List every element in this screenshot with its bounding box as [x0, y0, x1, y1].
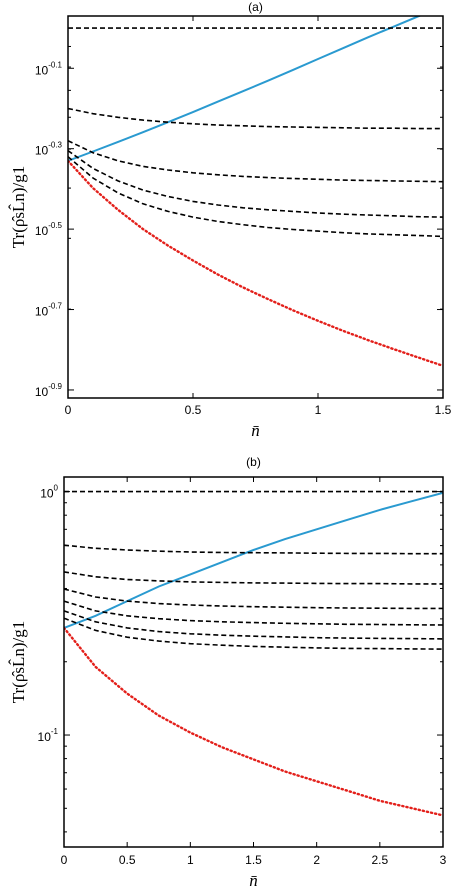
chart-title: (a)	[248, 0, 263, 14]
y-tick-exponent: -0.3	[48, 141, 62, 150]
y-axis-label: Tr(ρ̂sL̂n)/g1	[9, 621, 28, 703]
y-tick-base: 10	[35, 63, 49, 77]
x-tick-label: 0.5	[119, 853, 136, 867]
series-line-dashed	[64, 600, 443, 626]
y-tick-base: 10	[35, 385, 49, 399]
x-tick-label: 3	[440, 853, 447, 867]
x-tick-label: 2.5	[371, 853, 388, 867]
series-line-dashed	[68, 156, 443, 238]
x-tick-label: 0.5	[185, 403, 202, 417]
y-tick-label: 10-0.3	[35, 141, 63, 158]
x-tick-label: 1.5	[245, 853, 262, 867]
series-line-dotted	[64, 626, 443, 817]
series-line-dotted	[68, 159, 443, 367]
y-tick-base: 10	[40, 487, 54, 501]
series-line-dashed	[64, 544, 443, 555]
y-tick-base: 10	[35, 144, 49, 158]
series-line-dashed	[64, 571, 443, 585]
series-group	[64, 490, 443, 817]
x-tick-label: 1	[315, 403, 322, 417]
series-line-solid	[68, 16, 422, 162]
y-tick-label: 10-0.7	[35, 302, 63, 319]
series-line-dashed	[64, 588, 443, 610]
x-axis-label: n̄	[251, 421, 260, 440]
y-tick-base: 10	[35, 305, 49, 319]
x-tick-label: 0	[65, 403, 72, 417]
x-axis-label: n̄	[249, 871, 258, 890]
y-tick-base: 10	[38, 730, 52, 744]
plot-frame	[63, 476, 444, 848]
x-tick-label: 1	[187, 853, 194, 867]
x-tick-label: 1.5	[435, 403, 452, 417]
y-tick-label: 100	[40, 484, 58, 501]
y-tick-exponent: -0.1	[48, 60, 62, 69]
series-line-dashed	[68, 107, 443, 130]
series-line-dashed	[68, 150, 443, 218]
y-tick-label: 10-1	[38, 727, 59, 744]
y-tick-exponent: 0	[54, 484, 59, 493]
plot-frame	[67, 15, 444, 399]
series-group	[68, 16, 443, 367]
y-axis-label: Tr(ρ̂sL̂n)/g1	[9, 166, 28, 248]
series-line-dashed	[68, 139, 443, 183]
y-tick-exponent: -0.7	[48, 302, 62, 311]
series-line-dashed	[64, 610, 443, 640]
y-tick-exponent: -1	[51, 727, 59, 736]
y-tick-label: 10-0.9	[35, 382, 63, 399]
y-tick-exponent: -0.9	[48, 382, 62, 391]
y-tick-base: 10	[35, 224, 49, 238]
x-tick-label: 2	[313, 853, 320, 867]
chart-title: (b)	[246, 455, 261, 469]
y-tick-label: 10-0.1	[35, 60, 63, 77]
chart-panel-a: (a)0 0.5 1 1.510-0.110-0.310-0.510-0.710-0.…	[9, 0, 452, 440]
y-tick-label: 10-0.5	[35, 221, 63, 238]
x-tick-label: 0	[61, 853, 68, 867]
y-tick-exponent: -0.5	[48, 221, 62, 230]
series-line-dashed	[64, 617, 443, 650]
